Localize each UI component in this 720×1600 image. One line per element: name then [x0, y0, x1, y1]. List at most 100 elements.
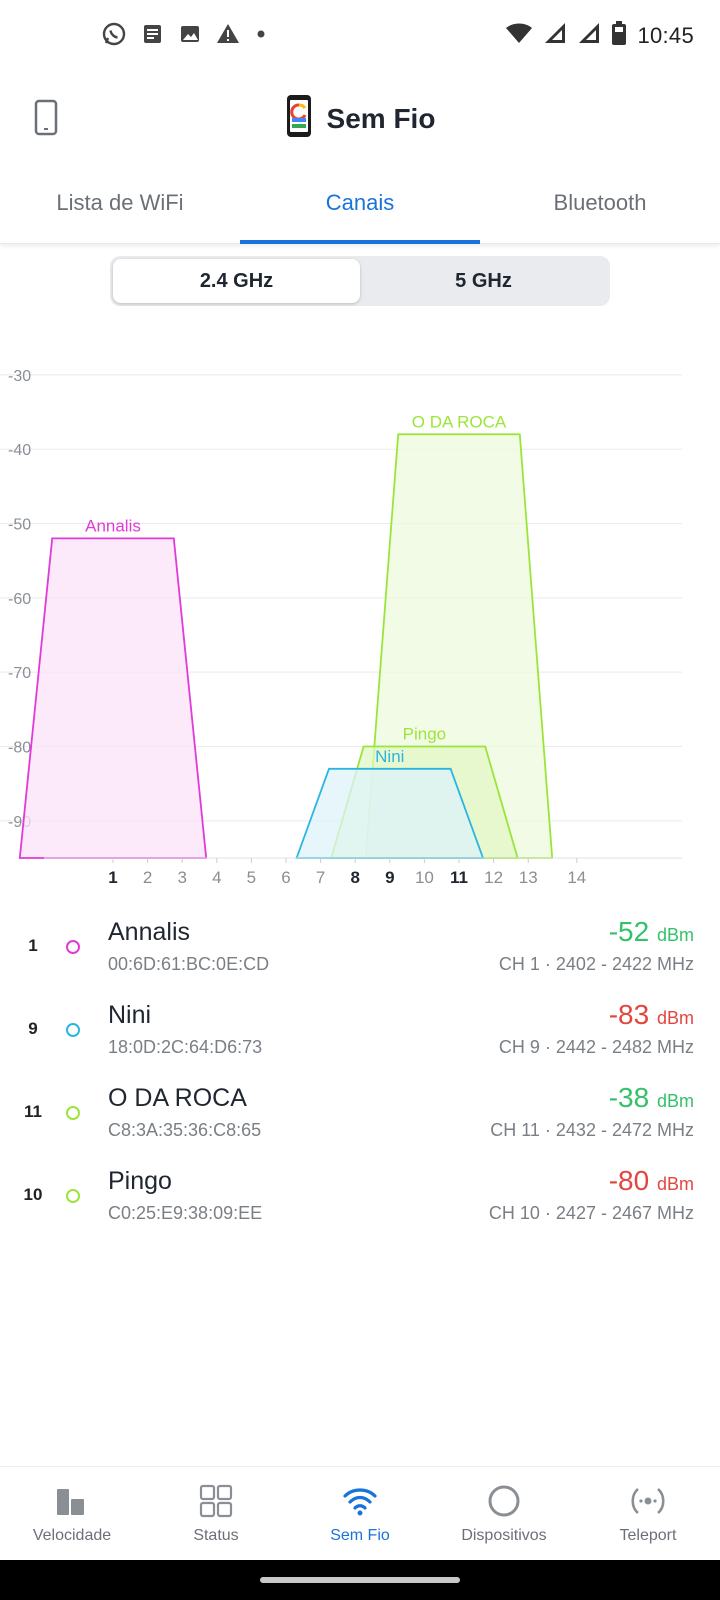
nav-label: Velocidade [32, 1527, 112, 1544]
band-option-2-4ghz[interactable]: 2.4 GHz [113, 259, 360, 303]
signal-unit: dBm [656, 1174, 694, 1194]
gallery-icon [178, 22, 202, 51]
phone-color-icon [285, 94, 313, 143]
y-tick-label: -80 [8, 740, 31, 757]
network-ssid: Pingo [108, 1167, 172, 1195]
signal-unit: dBm [656, 1091, 694, 1111]
nav-label: Sem Fio [330, 1527, 390, 1544]
nav-label: Status [193, 1527, 239, 1544]
x-tick-label: 10 [415, 868, 434, 887]
page-title: Sem Fio [326, 102, 436, 134]
x-tick-label: 5 [247, 868, 256, 887]
network-row[interactable]: 10 Pingo C0:25:E9:38:09:EE -80 dBm CH 10… [0, 1159, 720, 1242]
network-ssid: O DA ROCA [108, 1084, 247, 1112]
band-selector: 2.4 GHz 5 GHz [110, 256, 610, 306]
warning-icon [216, 22, 240, 51]
series-label: Annalis [85, 516, 141, 535]
x-tick-label: 11 [450, 868, 468, 887]
wifi-signal-icon [505, 21, 533, 50]
x-tick-label: 1 [108, 868, 117, 887]
x-tick-label: 12 [484, 868, 503, 887]
nav-status[interactable]: Status [144, 1467, 288, 1560]
app-bar: Sem Fio [0, 70, 720, 162]
x-tick-label: 9 [385, 868, 394, 887]
channel-area [295, 767, 485, 859]
teleport-icon [630, 1483, 666, 1519]
x-tick-label: 3 [177, 868, 186, 887]
series-label: O DA ROCA [412, 412, 507, 431]
y-tick-label: -30 [8, 368, 31, 385]
gesture-bar [0, 1560, 720, 1600]
x-tick-label: 8 [350, 868, 359, 887]
network-mac: C8:3A:35:36:C8:65 [108, 1120, 262, 1140]
network-ssid: Annalis [108, 918, 190, 946]
network-mac: 18:0D:2C:64:D6:73 [108, 1037, 263, 1057]
clock: 10:45 [637, 22, 694, 48]
x-tick-label: 2 [143, 868, 152, 887]
network-frequency: CH 9 · 2442 - 2482 MHz [498, 1037, 694, 1057]
signal-value: -80 [608, 1165, 650, 1196]
network-channel: 1 [28, 936, 38, 955]
title-wrap: Sem Fio [0, 94, 720, 143]
network-row[interactable]: 11 O DA ROCA C8:3A:35:36:C8:65 -38 dBm C… [0, 1076, 720, 1159]
tab-bar: Lista de WiFi Canais Bluetooth [0, 172, 720, 244]
network-channel: 9 [28, 1019, 38, 1038]
band-option-5ghz[interactable]: 5 GHz [455, 270, 512, 292]
network-mac: C0:25:E9:38:09:EE [108, 1203, 263, 1223]
series-label: Nini [375, 747, 404, 766]
network-channel: 11 [24, 1102, 42, 1121]
tab-bluetooth[interactable]: Bluetooth [553, 190, 647, 215]
y-tick-label: -40 [8, 442, 31, 459]
network-color-dot [66, 1023, 80, 1037]
x-tick-label: 14 [567, 868, 586, 887]
network-channel: 10 [23, 1185, 43, 1204]
network-list: 1 Annalis 00:6D:61:BC:0E:CD -52 dBm CH 1… [0, 910, 720, 1242]
home-indicator[interactable] [260, 1577, 460, 1583]
wifi-icon [342, 1483, 378, 1519]
y-tick-label: -50 [8, 517, 31, 534]
signal-unit: dBm [656, 1008, 694, 1028]
network-signal: -83 dBm [609, 999, 694, 1031]
circle-icon [486, 1483, 522, 1519]
tab-channels[interactable]: Canais [240, 172, 480, 244]
speed-bars-icon [54, 1483, 90, 1519]
network-color-dot [66, 940, 80, 954]
tab-wifi-list[interactable]: Lista de WiFi [56, 190, 184, 215]
nav-sem-fio[interactable]: Sem Fio [288, 1467, 432, 1560]
signal-unit: dBm [656, 925, 694, 945]
series-label: Pingo [403, 725, 446, 744]
signal-value: -38 [608, 1082, 650, 1113]
nav-label: Teleport [619, 1527, 677, 1544]
x-tick-label: 6 [281, 868, 290, 887]
channel-area [18, 537, 208, 859]
battery-icon [611, 20, 627, 51]
cell-signal-icon [543, 21, 567, 50]
bottom-navigation: Velocidade Status Sem Fio Dispositivos T… [0, 1466, 720, 1560]
whatsapp-icon [102, 22, 126, 51]
notification-icons [102, 22, 268, 51]
cell-signal-icon [577, 21, 601, 50]
nav-label: Dispositivos [461, 1527, 547, 1544]
network-frequency: CH 10 · 2427 - 2467 MHz [488, 1203, 694, 1223]
network-frequency: CH 1 · 2402 - 2422 MHz [498, 954, 694, 974]
phone-outline-icon[interactable] [30, 98, 62, 138]
news-icon [140, 22, 164, 51]
x-tick-label: 4 [212, 868, 221, 887]
nav-teleport[interactable]: Teleport [576, 1467, 720, 1560]
network-mac: 00:6D:61:BC:0E:CD [108, 954, 270, 974]
y-tick-label: -70 [8, 665, 31, 682]
network-color-dot [66, 1189, 80, 1203]
signal-value: -52 [608, 916, 650, 947]
network-signal: -52 dBm [609, 916, 694, 948]
network-signal: -80 dBm [609, 1165, 694, 1197]
nav-velocidade[interactable]: Velocidade [0, 1467, 144, 1560]
network-signal: -38 dBm [609, 1082, 694, 1114]
y-tick-label: -60 [8, 591, 31, 608]
x-tick-label: 7 [316, 868, 325, 887]
nav-dispositivos[interactable]: Dispositivos [432, 1467, 576, 1560]
network-ssid: Nini [108, 1001, 152, 1029]
network-row[interactable]: 1 Annalis 00:6D:61:BC:0E:CD -52 dBm CH 1… [0, 910, 720, 993]
dot-icon [254, 22, 268, 51]
network-row[interactable]: 9 Nini 18:0D:2C:64:D6:73 -83 dBm CH 9 · … [0, 993, 720, 1076]
